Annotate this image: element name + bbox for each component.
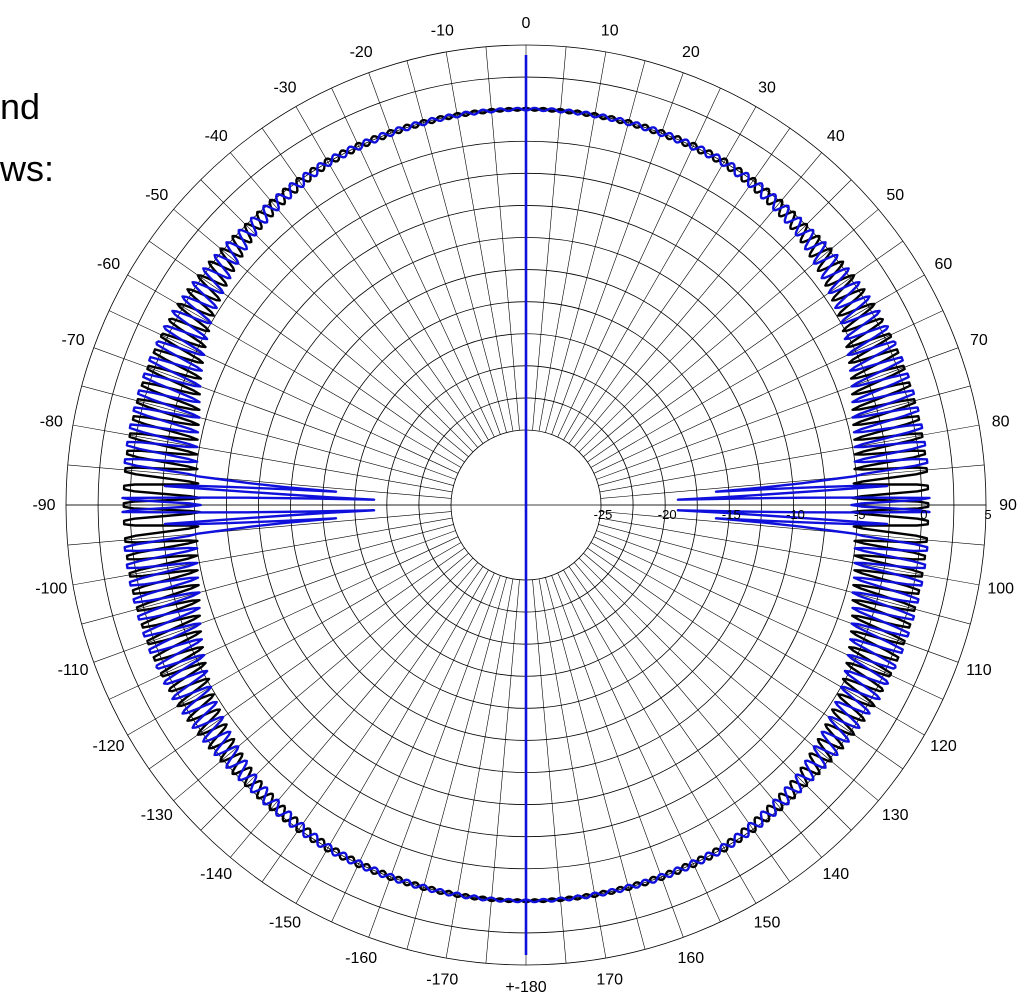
angle-label: -70 [62, 332, 85, 349]
radial-tick-label: -25 [594, 507, 613, 522]
angle-label: -130 [141, 807, 173, 824]
angle-label: 60 [935, 256, 953, 273]
angle-label: 30 [758, 80, 776, 97]
angle-label: -60 [97, 256, 120, 273]
angle-label: 50 [886, 187, 904, 204]
radial-tick-label: -20 [658, 507, 677, 522]
angle-label: -20 [350, 44, 373, 61]
angle-label: -30 [273, 80, 296, 97]
cropped-text-line-1: nd [0, 86, 41, 127]
angle-label: -80 [40, 413, 63, 430]
angle-label: -90 [32, 497, 55, 514]
cropped-text-fragment: nd ws: [0, 0, 60, 200]
angle-label: 120 [930, 738, 957, 755]
angle-label: -120 [93, 738, 125, 755]
angle-label: 160 [678, 950, 705, 967]
angle-label: 110 [966, 662, 992, 679]
angle-label: 80 [992, 413, 1010, 430]
angle-label: -100 [35, 581, 67, 598]
angle-label: 90 [999, 497, 1017, 514]
angle-label: -170 [426, 972, 458, 989]
angle-label: 20 [682, 44, 700, 61]
radial-tick-label: 5 [984, 507, 991, 522]
angle-label: 140 [822, 866, 849, 883]
radial-tick-label: -15 [722, 507, 741, 522]
radial-tick-label: -10 [786, 507, 805, 522]
angle-label: -140 [200, 866, 232, 883]
radial-labels: -25 -20 -15 -10 -5 0 5 [594, 507, 992, 522]
angle-label: 130 [882, 807, 909, 824]
angle-label: 170 [596, 972, 623, 989]
angle-label: -50 [145, 187, 168, 204]
cropped-text-line-2: ws: [0, 148, 54, 189]
radial-tick-label: -5 [854, 507, 866, 522]
angle-label: 40 [827, 128, 845, 145]
angle-label: 100 [987, 581, 1014, 598]
angle-label: +-180 [505, 979, 546, 996]
angle-label: -150 [269, 914, 301, 931]
angle-label: -40 [205, 128, 228, 145]
angle-label: 10 [601, 22, 619, 39]
series-layer [121, 55, 931, 955]
angle-label: 150 [754, 914, 781, 931]
angle-label: -10 [431, 22, 454, 39]
angle-label: -110 [58, 662, 89, 679]
angle-label: 70 [970, 332, 988, 349]
angle-label: -160 [345, 950, 377, 967]
angle-label: 0 [522, 15, 531, 32]
angle-labels: 0 102030405060708090100110120130140150160… [32, 15, 1017, 996]
radial-tick-label: 0 [920, 507, 927, 522]
